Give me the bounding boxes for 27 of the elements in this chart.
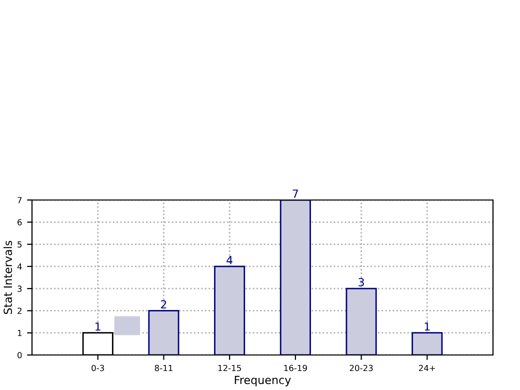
x-tick-label: 0-3: [92, 364, 104, 372]
bar: [214, 266, 246, 355]
bar: [280, 200, 311, 355]
data-label: 7: [292, 190, 298, 198]
data-label: 2: [160, 300, 166, 308]
y-tick-label: 7: [18, 197, 22, 204]
y-axis-title: Stat Intervals: [3, 240, 12, 314]
y-tick-label: 5: [18, 241, 22, 248]
data-label: 1: [96, 322, 100, 331]
bar: [148, 310, 180, 355]
x-tick-label: 8-11: [154, 364, 172, 372]
y-tick-label: 2: [18, 308, 22, 314]
x-tick-label: 12-15: [218, 364, 241, 372]
data-label: 3: [358, 278, 364, 286]
y-tick-label: 3: [18, 286, 22, 292]
y-tick-label: 4: [17, 264, 22, 270]
y-tick-label: 0: [18, 352, 22, 358]
bar: [412, 332, 443, 355]
data-label: 4: [226, 256, 232, 264]
data-label: 1: [424, 322, 430, 331]
x-tick-label: 24+: [418, 364, 436, 372]
x-tick-label: 16-19: [284, 364, 307, 372]
x-tick-label: 20-23: [350, 364, 373, 372]
y-tick-label: 6: [18, 219, 22, 226]
bar: [346, 288, 377, 355]
x-axis-title: Frequency: [234, 376, 291, 386]
y-tick-label: 1: [18, 330, 22, 336]
